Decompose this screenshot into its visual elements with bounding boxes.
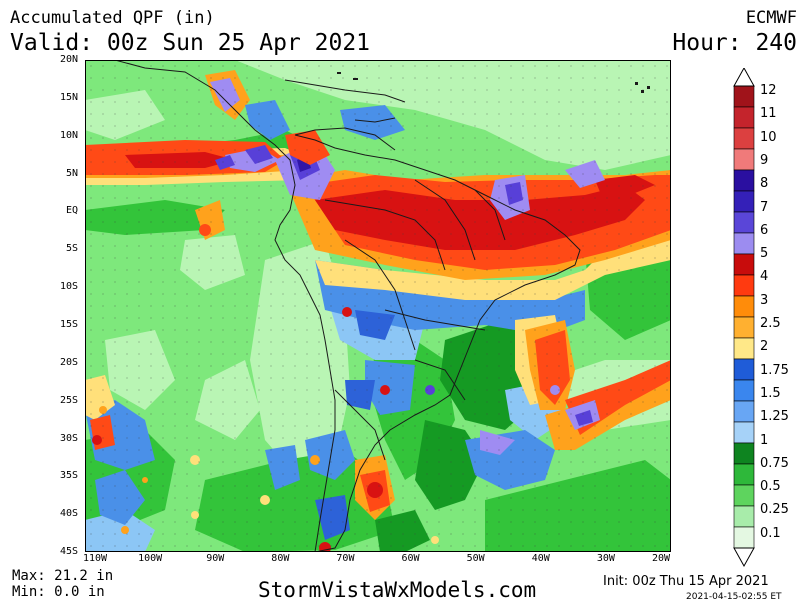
legend-swatch	[733, 379, 755, 402]
lat-label: 45S	[59, 546, 78, 558]
lat-label: 15N	[59, 91, 78, 103]
islands	[337, 72, 650, 93]
legend-label: 12	[760, 83, 777, 98]
legend-label: 2.5	[760, 316, 781, 331]
legend-bottom-arrow	[733, 547, 755, 568]
lat-label: 25S	[59, 394, 78, 406]
legend-label: 5	[760, 246, 769, 262]
legend-label: 0.75	[760, 455, 789, 471]
brand-text: StormVistaWxModels.com	[258, 578, 537, 602]
min-value: Min: 0.0 in	[12, 584, 105, 600]
legend-top-arrow	[733, 68, 755, 87]
coastlines	[114, 60, 581, 552]
lon-label: 100W	[138, 553, 163, 564]
legend-label: 9	[760, 152, 769, 168]
legend-label: 0.5	[760, 479, 781, 495]
legend-swatch	[733, 148, 755, 171]
legend-swatch	[733, 169, 755, 192]
forecast-hour: Hour: 240	[672, 30, 797, 56]
legend-swatch	[733, 316, 755, 339]
lat-label: 35S	[59, 470, 78, 482]
legend-swatch	[733, 442, 755, 465]
max-value: Max: 21.2 in	[12, 568, 114, 584]
legend-label: 2	[760, 339, 769, 355]
lon-label: 80W	[271, 553, 290, 564]
init-time: Init: 00z Thu 15 Apr 2021	[603, 574, 769, 589]
color-legend	[733, 68, 755, 568]
legend-swatch	[733, 484, 755, 507]
lat-label: EQ	[65, 205, 78, 217]
valid-time: Valid: 00z Sun 25 Apr 2021	[10, 30, 371, 56]
lon-label: 110W	[82, 553, 108, 564]
generated-timestamp: 2021-04-15-02:55 ET	[686, 592, 782, 602]
legend-label: 0.25	[760, 502, 789, 518]
legend-label: 6	[760, 222, 769, 238]
legend-label: 1.5	[760, 385, 781, 401]
legend-swatch	[733, 400, 755, 423]
lat-label: 20N	[59, 54, 78, 65]
lon-label: 70W	[336, 553, 355, 564]
legend-label: 1.75	[760, 362, 789, 378]
legend-label: 1	[760, 432, 769, 448]
lat-label: 5N	[65, 167, 78, 179]
legend-swatch	[733, 85, 755, 108]
lat-label: 5S	[65, 243, 78, 255]
legend-label: 3	[760, 292, 769, 308]
legend-label: 7	[760, 199, 769, 215]
legend-swatch	[733, 106, 755, 129]
lat-label: 15S	[59, 318, 78, 330]
lon-label: 60W	[401, 553, 420, 564]
legend-swatch	[733, 232, 755, 255]
legend-swatch	[733, 337, 755, 360]
legend-swatch	[733, 274, 755, 297]
legend-label: 8	[760, 176, 769, 192]
legend-swatch	[733, 421, 755, 444]
precipitation-map	[85, 60, 671, 552]
lat-label: 20S	[59, 356, 78, 368]
grid-dots	[85, 60, 671, 552]
lat-label: 10N	[59, 129, 78, 141]
legend-swatch	[733, 127, 755, 150]
lat-label: 40S	[59, 508, 78, 520]
legend-label: 0.1	[760, 525, 781, 541]
legend-swatch	[733, 526, 755, 549]
legend-label: 4	[760, 269, 769, 285]
legend-label: 11	[760, 106, 777, 122]
lat-label: 10S	[59, 281, 78, 293]
lon-label: 40W	[531, 553, 550, 564]
legend-swatch	[733, 190, 755, 213]
lon-label: 90W	[206, 553, 225, 564]
lat-label: 30S	[59, 432, 78, 444]
lon-label: 20W	[651, 553, 671, 564]
lon-label: 30W	[596, 553, 615, 564]
legend-swatch	[733, 505, 755, 528]
legend-swatch	[733, 253, 755, 276]
legend-swatch	[733, 463, 755, 486]
legend-swatch	[733, 358, 755, 381]
legend-label: 1.25	[760, 409, 789, 425]
lon-label: 50W	[466, 553, 485, 564]
legend-swatch	[733, 211, 755, 234]
legend-swatch	[733, 295, 755, 318]
map-title: Accumulated QPF (in)	[10, 8, 215, 28]
legend-label: 10	[760, 129, 777, 145]
model-name: ECMWF	[745, 8, 797, 28]
